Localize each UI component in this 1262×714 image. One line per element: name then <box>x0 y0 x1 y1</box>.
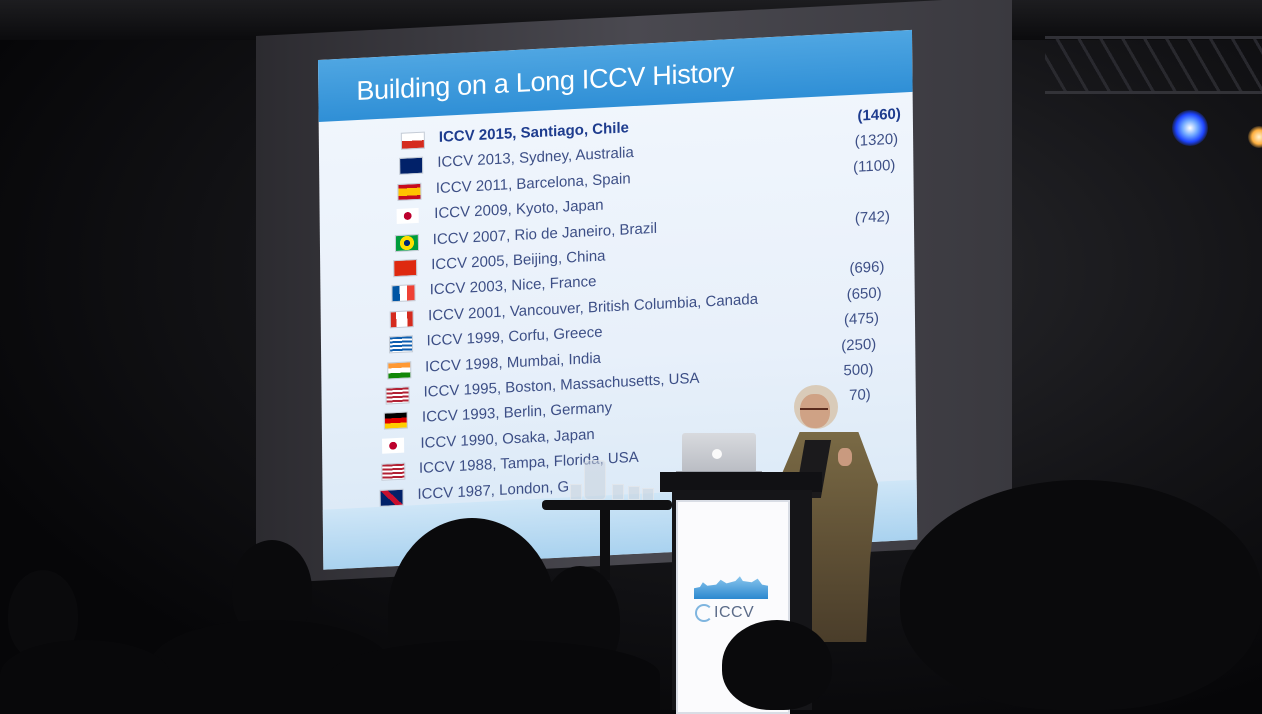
podium-logo-text: ICCV <box>714 604 755 621</box>
speaker-glasses <box>800 402 828 410</box>
orange-stage-light <box>1248 126 1262 148</box>
attendance-count: (742) <box>854 207 890 227</box>
history-entry-text: ICCV 2015, Santiago, Chile <box>438 119 630 146</box>
japan-flag-icon <box>382 437 405 454</box>
glass <box>628 486 640 500</box>
slide-title: Building on a Long ICCV History <box>356 56 735 107</box>
greece-flag-icon <box>388 335 413 354</box>
canada-flag-icon <box>390 309 415 329</box>
attendance-count: 70) <box>848 386 871 405</box>
attendance-count: 500) <box>843 360 874 380</box>
audience-head <box>900 480 1262 710</box>
lighting-truss <box>1045 36 1262 94</box>
water-jug <box>584 460 606 500</box>
usa-flag-icon <box>385 386 410 405</box>
attendance-count: (650) <box>846 284 882 304</box>
china-flag-icon <box>393 258 418 278</box>
japan-flag-icon <box>396 208 419 225</box>
attendance-count: (696) <box>849 258 885 278</box>
spain-flag-icon <box>397 182 422 201</box>
audience-shoulders <box>0 640 170 710</box>
australia-flag-icon <box>399 157 424 176</box>
speaker-hand <box>838 448 852 466</box>
brazil-flag-icon <box>394 233 419 252</box>
iccv-logo-icon <box>695 604 713 622</box>
podium-top <box>660 472 822 492</box>
blue-stage-light <box>1172 110 1208 146</box>
attendance-count: (1460) <box>857 105 901 125</box>
apple-logo-icon <box>712 449 722 459</box>
france-flag-icon <box>391 284 416 303</box>
glass <box>570 484 582 500</box>
audience-head <box>722 620 832 710</box>
glass <box>612 484 624 500</box>
attendance-count: (1100) <box>853 156 896 176</box>
usa-flag-icon <box>380 462 406 482</box>
attendance-count: (250) <box>841 335 877 355</box>
side-table <box>542 500 672 510</box>
speaker-face <box>800 394 830 428</box>
germany-flag-icon <box>383 411 409 431</box>
audience-shoulders <box>330 640 660 710</box>
attendance-count: (475) <box>843 309 880 329</box>
india-flag-icon <box>386 360 412 380</box>
chile-flag-icon <box>400 131 425 150</box>
table-leg <box>600 510 610 580</box>
uk-flag-icon <box>379 488 404 507</box>
attendance-count: (1320) <box>854 131 899 151</box>
